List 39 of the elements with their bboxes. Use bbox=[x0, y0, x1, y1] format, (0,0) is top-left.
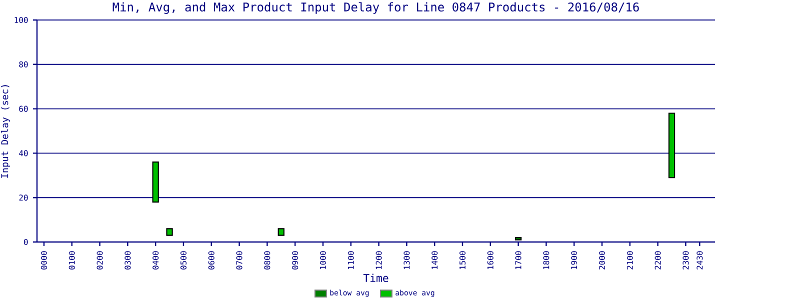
bar bbox=[166, 228, 173, 236]
x-tick-label: 0900 bbox=[292, 251, 298, 270]
x-tick-label: 1000 bbox=[320, 251, 326, 270]
x-tick-label: 0500 bbox=[180, 251, 186, 270]
x-tick-label: 1500 bbox=[459, 251, 466, 270]
x-tick-label: 0700 bbox=[236, 251, 242, 270]
x-tick-label: 1600 bbox=[487, 251, 494, 270]
y-tick-label: 60 bbox=[19, 106, 28, 112]
x-tick-label: 1900 bbox=[571, 251, 578, 270]
x-tick-label: 0300 bbox=[124, 251, 131, 270]
x-axis-title: Time bbox=[363, 274, 388, 282]
y-tick-label: 0 bbox=[24, 238, 28, 246]
x-tick-label: 1300 bbox=[404, 251, 410, 270]
x-tick-label: 2000 bbox=[598, 251, 606, 270]
bar bbox=[668, 112, 676, 178]
x-tick-label: 2100 bbox=[626, 251, 633, 270]
x-tick-label: 0600 bbox=[208, 251, 214, 270]
x-tick-label: 1200 bbox=[376, 251, 382, 270]
y-tick-label: 100 bbox=[14, 16, 28, 24]
x-tick-label: 2430 bbox=[696, 251, 703, 270]
y-tick-label: 20 bbox=[19, 194, 28, 201]
x-tick-label: 0000 bbox=[40, 251, 47, 270]
x-tick-label: 0100 bbox=[68, 251, 75, 270]
y-tick-label: 80 bbox=[19, 61, 28, 68]
bar bbox=[278, 228, 284, 236]
y-tick-label: 40 bbox=[19, 150, 28, 156]
x-tick-label: 2200 bbox=[654, 251, 661, 270]
x-tick-label: 0400 bbox=[152, 251, 159, 270]
x-tick-label: 1800 bbox=[543, 251, 550, 270]
bar bbox=[514, 237, 522, 240]
y-axis-title: Input Delay (sec) bbox=[0, 85, 10, 178]
x-tick-label: 1100 bbox=[348, 251, 354, 270]
x-tick-label: 2300 bbox=[682, 251, 689, 270]
bar bbox=[152, 162, 159, 203]
x-tick-label: 0800 bbox=[264, 251, 270, 270]
x-tick-label: 0200 bbox=[96, 251, 103, 270]
chart-title: Min, Avg, and Max Product Input Delay for Line 0847 Products - 2016/08/16 bbox=[112, 2, 639, 14]
x-tick-label: 1700 bbox=[515, 251, 522, 270]
x-tick-label: 1400 bbox=[432, 251, 438, 270]
